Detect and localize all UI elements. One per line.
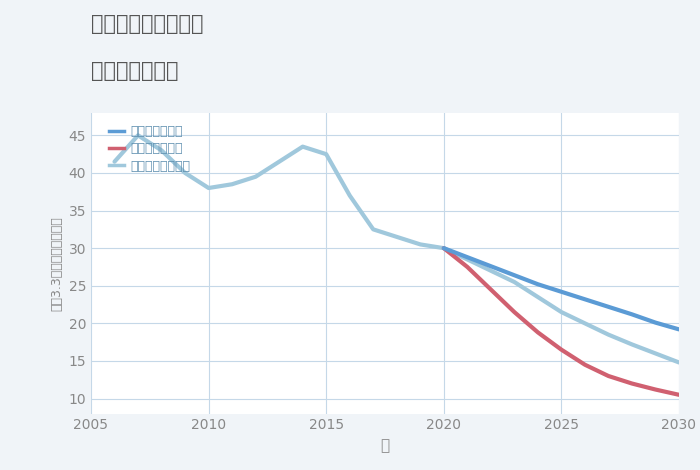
Legend: グッドシナリオ, バッドシナリオ, ノーマルシナリオ: グッドシナリオ, バッドシナリオ, ノーマルシナリオ — [109, 125, 190, 173]
Y-axis label: 坪（3.3㎡）単価（万円）: 坪（3.3㎡）単価（万円） — [50, 216, 63, 311]
Text: 愛知県弥富市竹田の: 愛知県弥富市竹田の — [91, 14, 204, 34]
Text: 土地の価格推移: 土地の価格推移 — [91, 61, 178, 81]
X-axis label: 年: 年 — [380, 438, 390, 453]
